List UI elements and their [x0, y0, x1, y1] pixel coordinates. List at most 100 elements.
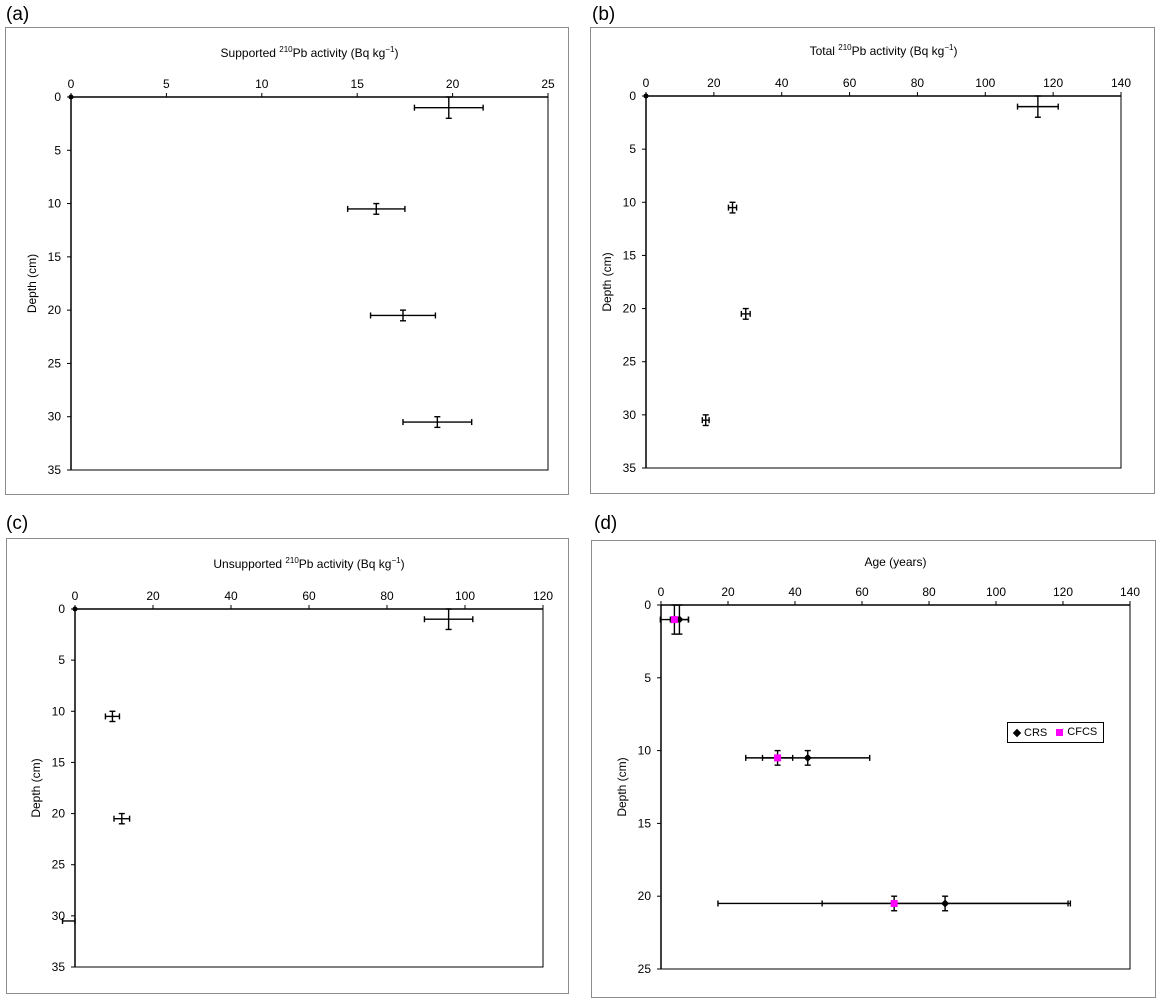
- title-text: Pb activity (Bq kg: [293, 46, 386, 60]
- x-tick-label: 60: [302, 589, 316, 603]
- panel-label-b: (b): [592, 4, 616, 25]
- x-tick-label: 40: [775, 76, 789, 90]
- x-tick-label: 60: [843, 76, 857, 90]
- data-point: [72, 606, 78, 612]
- panel-label-c: (c): [6, 513, 29, 534]
- y-tick-label: 30: [48, 410, 62, 424]
- y-tick-label: 15: [48, 250, 62, 264]
- title-text: Unsupported: [213, 557, 285, 571]
- x-tick-label: 140: [1111, 76, 1131, 90]
- x-tick-label: 0: [643, 76, 650, 90]
- legend-label-cfcs: CFCS: [1067, 726, 1098, 738]
- title-superscript: −1: [385, 45, 395, 54]
- chart-legend-d: CRS CFCS: [1007, 722, 1105, 743]
- y-tick-label: 20: [638, 889, 652, 903]
- title-text: Age (years): [864, 555, 926, 569]
- y-axis-label-a: Depth (cm): [25, 254, 39, 313]
- plot-area-c: [74, 608, 544, 968]
- title-text: Total: [810, 44, 839, 58]
- y-tick-label: 25: [638, 962, 652, 976]
- plot-area-a: [70, 96, 549, 471]
- data-point: [659, 604, 690, 635]
- data-point: [701, 414, 710, 427]
- y-tick-label: 0: [629, 89, 636, 103]
- legend-item-cfcs: CFCS: [1056, 726, 1097, 738]
- x-tick-label: 40: [224, 589, 238, 603]
- y-tick-label: 35: [48, 463, 62, 477]
- square-marker: [890, 899, 898, 907]
- x-tick-label: 100: [455, 589, 475, 603]
- panel-label-d: (d): [594, 513, 618, 534]
- y-tick-label: 5: [54, 143, 61, 157]
- chart-c: 0 20 40 60 80 100 12005101520253035Unsupported…: [29, 556, 553, 974]
- y-tick-label: 5: [644, 671, 651, 685]
- y-tick-label: 25: [52, 858, 66, 872]
- x-tick-label: 140: [1120, 585, 1140, 599]
- chart-title-d: Age (years): [864, 555, 926, 569]
- data-point: [717, 895, 1072, 912]
- diamond-marker-icon: [1012, 728, 1022, 737]
- y-tick-label: 10: [623, 195, 637, 209]
- x-tick-label: 40: [788, 585, 802, 599]
- data-point: [643, 93, 649, 99]
- data-point: [413, 96, 484, 120]
- title-text: ): [394, 46, 398, 60]
- data-point: [402, 416, 473, 429]
- y-tick-label: 20: [623, 302, 637, 316]
- x-tick-label: 100: [975, 76, 995, 90]
- x-tick-label: 20: [446, 77, 460, 91]
- data-point: [761, 749, 794, 766]
- y-tick-label: 0: [54, 90, 61, 104]
- origin-marker: [68, 94, 74, 100]
- chart-frame-d: [591, 540, 1156, 998]
- diamond-marker: [803, 753, 812, 762]
- data-point: [369, 309, 437, 322]
- x-tick-label: 15: [351, 77, 365, 91]
- chart-title-a: Supported 210​Pb activity (Bq kg−1​): [221, 45, 399, 60]
- y-tick-label: 25: [623, 355, 637, 369]
- title-text: Pb activity (Bq kg: [852, 44, 945, 58]
- y-tick-label: 20: [52, 807, 66, 821]
- title-superscript: −1: [391, 556, 401, 565]
- x-tick-label: 80: [911, 76, 925, 90]
- chart-a: 0 5 10 15 20 25 0 5 10 15 20 25 30 35 Supported 210​Pb…: [25, 45, 555, 477]
- data-point: [68, 94, 74, 100]
- y-tick-label: 0: [58, 602, 65, 616]
- x-tick-label: 20: [721, 585, 735, 599]
- x-tick-label: 25: [541, 77, 555, 91]
- x-tick-label: 120: [1053, 585, 1073, 599]
- x-tick-label: 0: [72, 589, 79, 603]
- title-text: ): [401, 557, 405, 571]
- plot-area-b: [645, 95, 1122, 469]
- square-marker-icon: [1056, 728, 1064, 736]
- y-axis-label-b: Depth (cm): [600, 252, 614, 311]
- y-tick-label: 35: [52, 960, 66, 974]
- legend-label-crs: CRS: [1024, 726, 1048, 739]
- title-superscript: −1: [944, 43, 954, 52]
- x-tick-label: 10: [255, 77, 269, 91]
- data-point: [740, 307, 751, 320]
- square-marker: [774, 754, 782, 762]
- x-tick-label: 120: [533, 589, 553, 603]
- y-tick-label: 15: [638, 816, 652, 830]
- x-tick-label: 20: [707, 76, 721, 90]
- y-tick-label: 25: [48, 356, 62, 370]
- x-tick-label: 120: [1043, 76, 1063, 90]
- title-text: Supported: [221, 46, 280, 60]
- x-tick-label: 80: [922, 585, 936, 599]
- chart-d: 0 20 40 60 80 100 120 140 0 5 10 15 20 25 Age (years) D…: [615, 555, 1140, 976]
- title-text: ): [953, 44, 957, 58]
- x-tick-label: 100: [986, 585, 1006, 599]
- y-tick-label: 10: [48, 197, 62, 211]
- origin-marker: [643, 93, 649, 99]
- y-tick-label: 35: [623, 461, 637, 475]
- title-superscript: 210: [279, 45, 293, 54]
- title-text: Pb activity (Bq kg: [299, 557, 392, 571]
- plot-area-d: [660, 604, 1131, 970]
- y-tick-label: 15: [623, 248, 637, 262]
- panel-label-a: (a): [6, 4, 30, 25]
- x-tick-label: 20: [146, 589, 160, 603]
- title-superscript: 210: [838, 43, 852, 52]
- square-marker: [670, 616, 678, 624]
